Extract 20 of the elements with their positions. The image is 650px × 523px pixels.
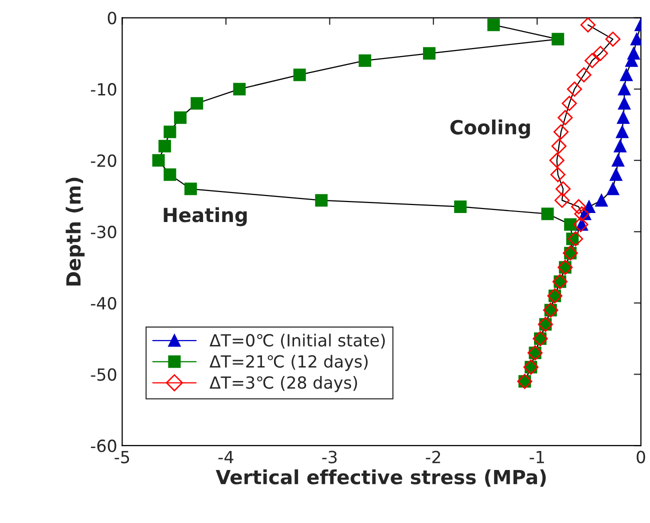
x-tick-label: 0 xyxy=(636,450,646,464)
annotation: Heating xyxy=(164,207,247,226)
x-tick-label: -2 xyxy=(426,450,440,464)
y-tick-label: -20 xyxy=(90,154,116,167)
x-axis-title: Vertical effective stress (MPa) xyxy=(216,469,546,487)
y-tick-label: -40 xyxy=(90,296,116,310)
x-tick-label: -1 xyxy=(530,450,544,464)
y-tick-label: -50 xyxy=(90,368,116,381)
annotation: Cooling xyxy=(450,120,530,138)
y-axis-title: Depth (m) xyxy=(66,178,85,286)
x-tick-label: -5 xyxy=(114,450,130,464)
x-tick-label: -3 xyxy=(322,450,337,464)
legend-label: ΔT=3℃ (28 days) xyxy=(210,376,358,392)
y-tick-label: -30 xyxy=(90,226,116,238)
y-tick-label: -10 xyxy=(90,83,116,96)
y-tick-label: 0 xyxy=(108,12,116,24)
legend-label: ΔT=21℃ (12 days) xyxy=(210,354,368,371)
x-tick-label: -4 xyxy=(218,450,234,464)
y-tick-label: -60 xyxy=(90,440,116,452)
legend-label: ΔT=0℃ (Initial state) xyxy=(210,334,385,349)
